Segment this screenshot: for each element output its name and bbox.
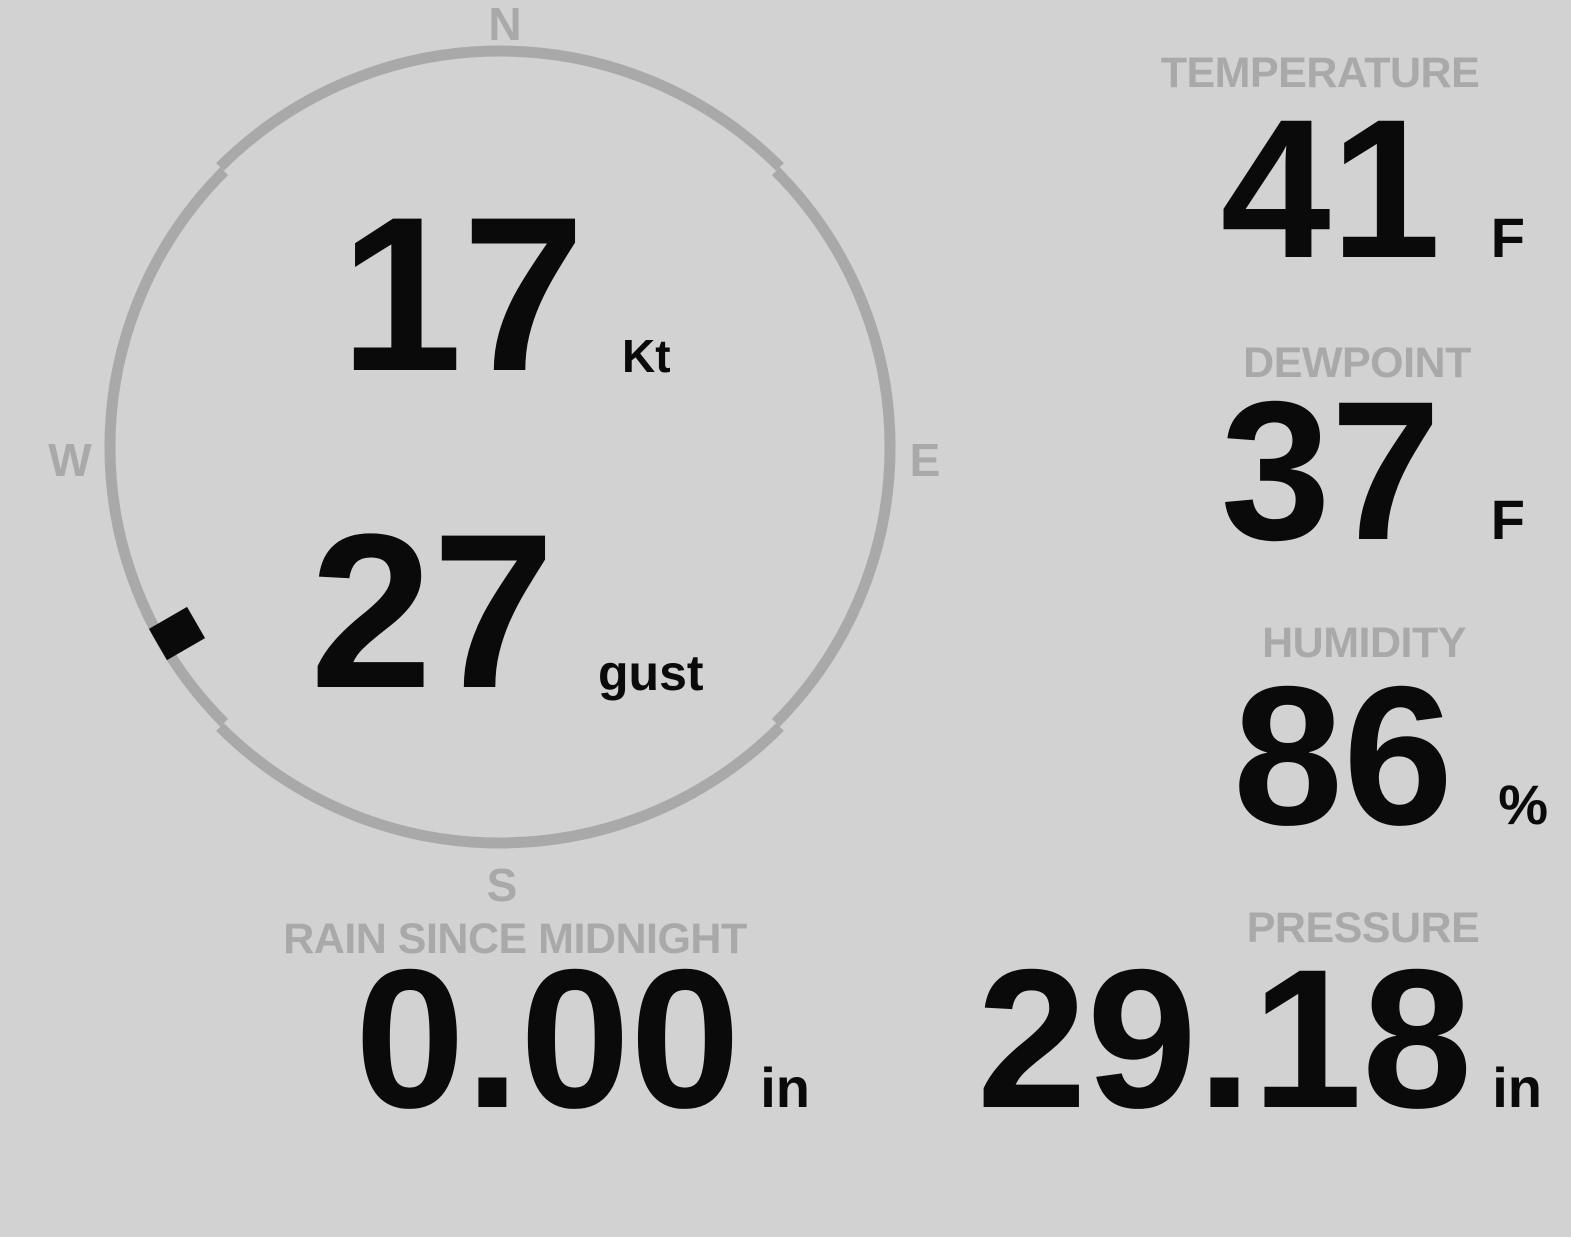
rain-label: RAIN SINCE MIDNIGHT [283, 915, 747, 963]
dewpoint-unit: F [1490, 488, 1525, 551]
pressure-unit: in [1492, 1056, 1542, 1119]
compass-ring-north-arc [216, 45, 784, 171]
rain-unit: in [760, 1056, 810, 1119]
compass-ring-east-arc [771, 167, 896, 727]
humidity-value: 86 [1232, 645, 1454, 866]
wind-gust-value: 27 [310, 488, 555, 734]
pressure-value: 29.18 [976, 928, 1473, 1149]
humidity-value-row: 86 % [1233, 657, 1548, 855]
humidity-unit: % [1498, 773, 1548, 836]
compass-label-south: S [486, 859, 518, 911]
pressure-value-row: 29.18 in [977, 940, 1542, 1138]
compass-label-north: N [488, 0, 522, 50]
dewpoint-value-row: 37 F [1221, 372, 1525, 570]
temperature-unit: F [1490, 206, 1525, 269]
compass-label-east: E [909, 434, 941, 486]
rain-value-row: 0.00 in [355, 940, 810, 1138]
wind-speed-value: 17 [340, 171, 585, 417]
wind-direction-marker [148, 606, 206, 661]
humidity-label: HUMIDITY [1262, 619, 1466, 667]
temperature-label: TEMPERATURE [1160, 49, 1480, 97]
rain-value: 0.00 [354, 928, 741, 1149]
wind-speed-unit: Kt [622, 330, 671, 382]
temperature-value-row: 41 F [1221, 90, 1525, 288]
wind-gust-unit: gust [598, 645, 704, 701]
pressure-label: PRESSURE [1246, 904, 1480, 952]
wind-compass [104, 45, 896, 849]
temperature-value: 41 [1220, 78, 1441, 299]
compass-ring-south-arc [216, 723, 784, 849]
compass-label-west: W [48, 434, 92, 486]
dewpoint-value: 37 [1220, 360, 1441, 581]
dewpoint-label: DEWPOINT [1243, 339, 1471, 387]
